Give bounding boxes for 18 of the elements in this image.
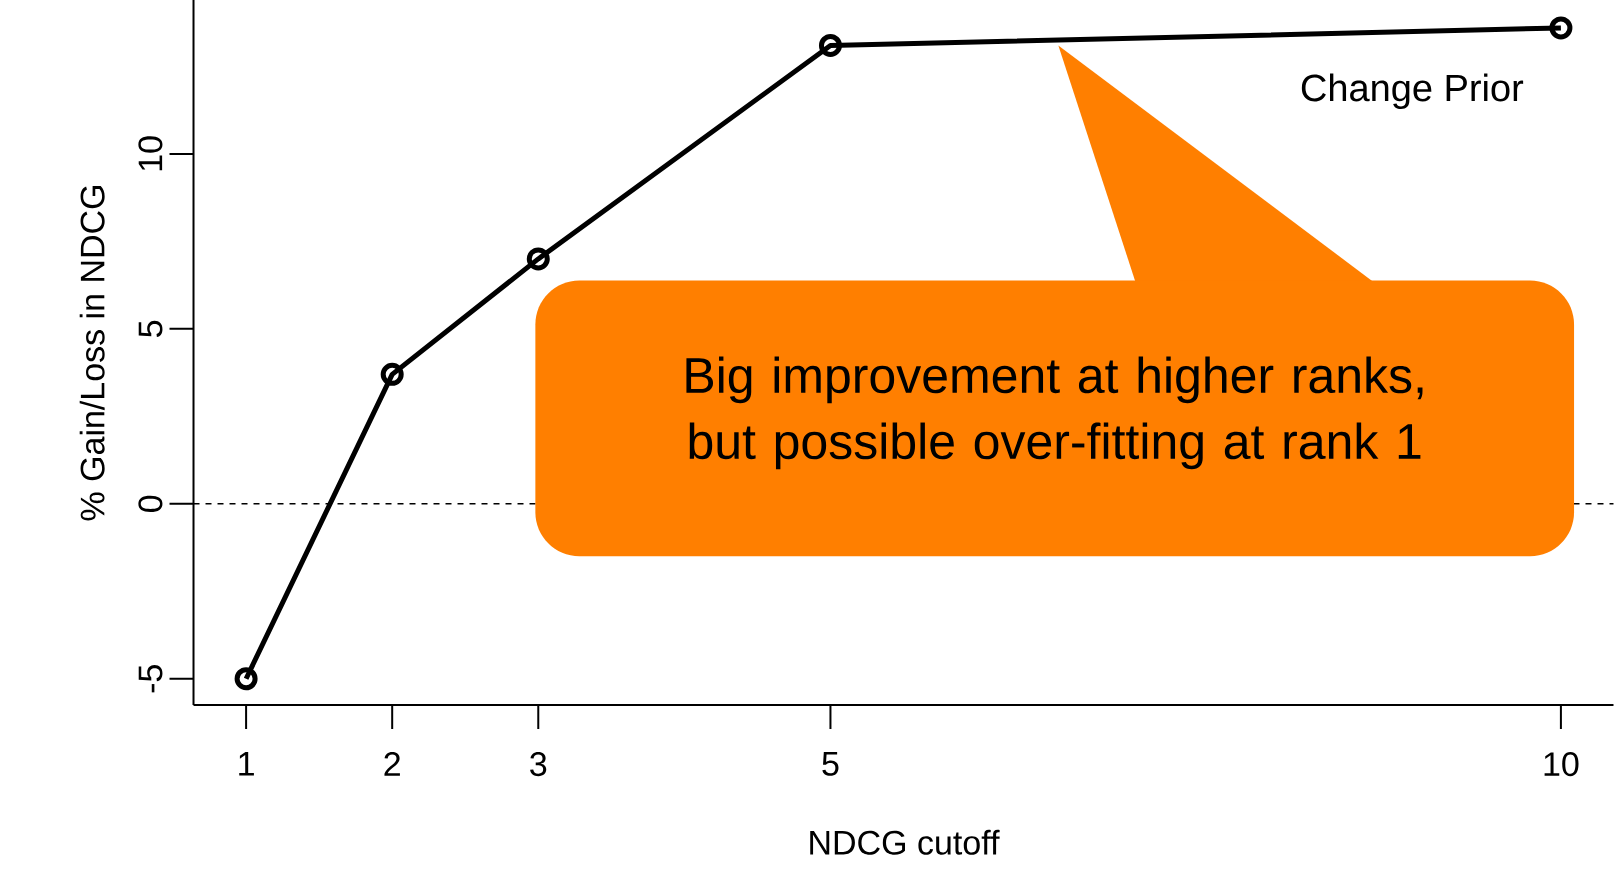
x-axis-title: NDCG cutoff xyxy=(810,829,1000,855)
y-tick-label: 10 xyxy=(138,136,163,171)
y-tick-label: 0 xyxy=(138,495,163,512)
x-tick-label: 2 xyxy=(384,752,400,776)
series-label: Change Prior xyxy=(1301,73,1524,109)
x-tick-label: 5 xyxy=(822,752,839,776)
y-tick-label: 5 xyxy=(138,320,163,337)
point xyxy=(526,247,550,271)
annotation: Big improvement at higher ranks, but possible over-fitting at rank 1 xyxy=(686,356,1423,470)
x-tick-label: 10 xyxy=(1544,752,1579,777)
point xyxy=(1549,16,1573,40)
y-axis-title: % Gain/Loss in NDCG xyxy=(79,185,105,521)
y-tick-label: -5 xyxy=(138,665,163,693)
point xyxy=(818,33,842,57)
x-tick-label: 3 xyxy=(530,752,547,777)
point xyxy=(380,362,404,386)
point xyxy=(234,667,258,691)
x-tick-label: 1 xyxy=(239,752,254,776)
